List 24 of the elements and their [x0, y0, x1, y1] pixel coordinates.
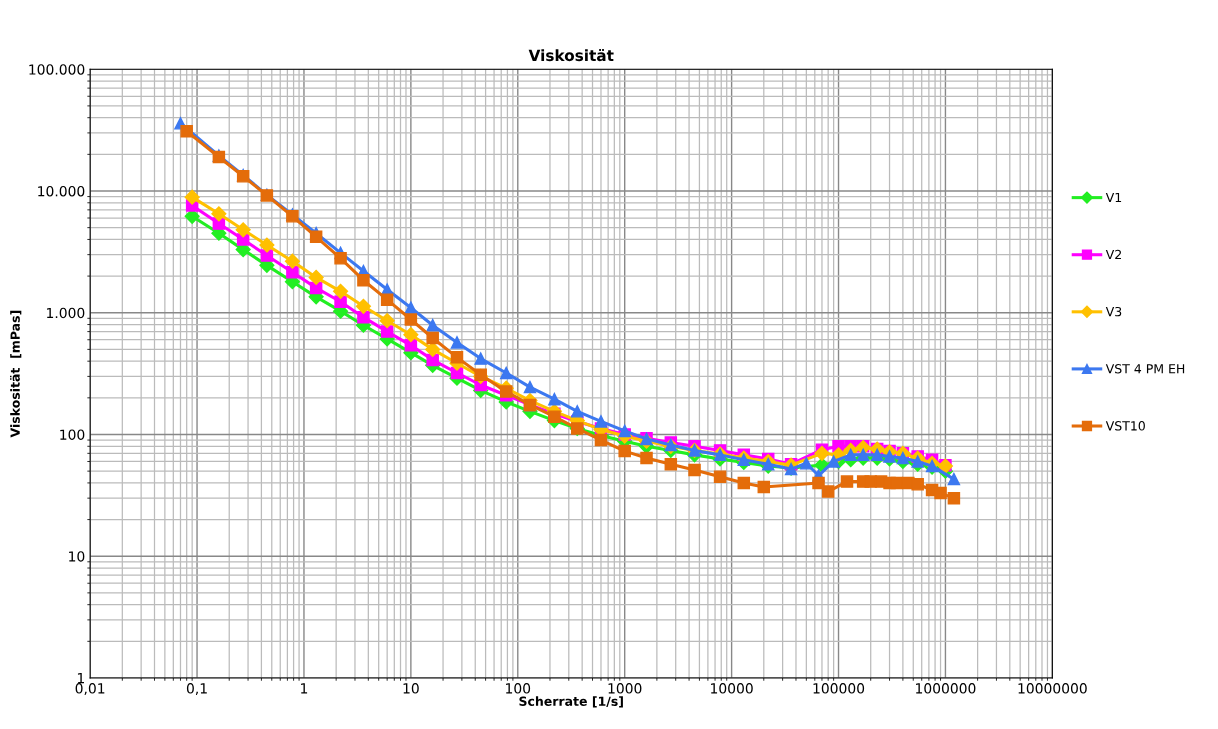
y-tick-label: 100.000	[29, 64, 85, 75]
y-tick-label: 1	[77, 673, 84, 684]
x-axis-title: Scherrate [1/s]	[519, 696, 623, 708]
y-tick-label: 10.000	[38, 185, 85, 197]
y-tick-label: 10	[69, 551, 85, 562]
x-tick-label: 1000	[608, 683, 642, 694]
x-tick-label: 1000000	[916, 683, 976, 694]
x-tick-label: 10	[403, 683, 419, 694]
legend-label: V2	[1105, 249, 1121, 260]
x-tick-label: 100000	[813, 683, 865, 694]
x-tick-label: 1	[301, 683, 308, 694]
x-tick-label: 100	[506, 683, 531, 694]
x-tick-label: 10000000	[1018, 683, 1087, 694]
chart-title: Viskosität	[528, 49, 614, 62]
y-tick-label: 100	[60, 429, 85, 440]
x-tick-label: 0,01	[75, 683, 105, 695]
legend-label: VST10	[1105, 421, 1145, 431]
x-tick-label: 0,1	[186, 683, 207, 695]
y-axis-title: Viskosität [mPas]	[10, 310, 22, 438]
legend-label: VST 4 PM EH	[1105, 364, 1185, 374]
x-tick-label: 10000	[711, 683, 753, 694]
y-tick-label: 1.000	[47, 307, 85, 319]
legend-label: V1	[1105, 192, 1122, 202]
legend-label: V3	[1105, 306, 1122, 317]
